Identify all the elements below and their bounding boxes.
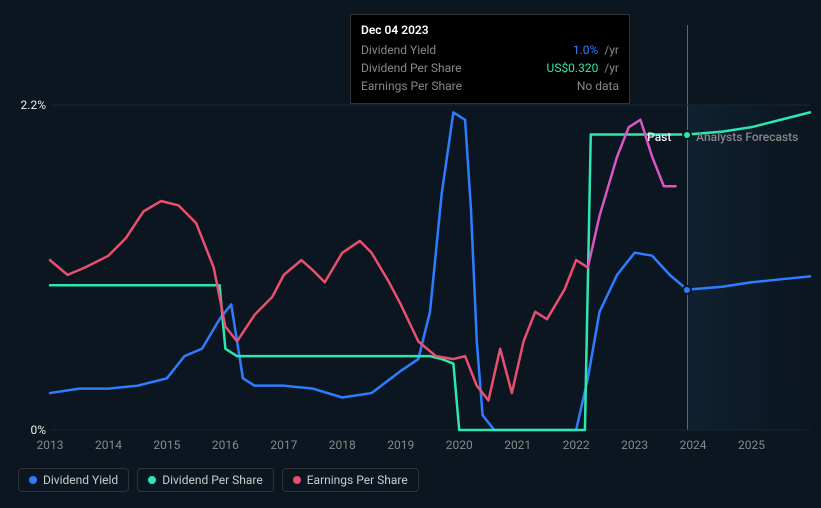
chart-container: 2.2% 0% 2013 2014 2015 2016 2017 2018 2019 2020… [0,0,821,508]
tooltip-date: Dec 04 2023 [361,23,619,37]
tooltip-row-value: No data [577,79,619,93]
x-tick: 2014 [95,438,122,452]
legend-dot [293,476,301,484]
legend-dot [29,476,37,484]
tooltip-row: Earnings Per Share No data [361,77,619,95]
legend-dot [148,476,156,484]
tooltip-row-label: Dividend Per Share [361,61,462,75]
x-tick: 2015 [153,438,180,452]
y-tick-max: 2.2% [21,98,46,112]
tooltip-rows: Dividend Yield1.0% /yrDividend Per Share… [361,41,619,95]
x-tick: 2025 [738,438,765,452]
legend-label: Dividend Yield [43,473,118,487]
legend-item[interactable]: Dividend Per Share [137,468,274,492]
tooltip-row-value: 1.0% [573,43,598,57]
x-tick: 2023 [621,438,648,452]
x-tick: 2021 [504,438,531,452]
tooltip: Dec 04 2023 Dividend Yield1.0% /yrDivide… [350,14,630,104]
tooltip-row-label: Earnings Per Share [361,79,462,93]
tooltip-row-value: US$0.320 [547,61,599,75]
series-marker [682,285,692,295]
tooltip-row: Dividend Yield 1.0% /yr [361,41,619,59]
x-tick: 2017 [270,438,297,452]
legend-label: Dividend Per Share [162,473,263,487]
x-tick: 2020 [446,438,473,452]
legend-label: Earnings Per Share [307,473,408,487]
x-tick: 2018 [329,438,356,452]
legend-item[interactable]: Dividend Yield [18,468,129,492]
legend-item[interactable]: Earnings Per Share [282,468,419,492]
x-tick: 2022 [563,438,590,452]
tooltip-row-unit: /yr [601,43,619,57]
tooltip-row: Dividend Per Share US$0.320 /yr [361,59,619,77]
x-tick: 2024 [680,438,707,452]
y-tick-min: 0% [30,423,46,437]
series-marker [682,130,692,140]
x-tick: 2016 [212,438,239,452]
tooltip-row-unit: /yr [601,61,619,75]
legend: Dividend Yield Dividend Per Share Earnings… [18,468,419,492]
tooltip-row-label: Dividend Yield [361,43,436,57]
x-tick: 2019 [387,438,414,452]
forecast-label: Analysts Forecasts [696,130,798,144]
x-tick: 2013 [37,438,64,452]
past-label: Past [647,130,671,144]
